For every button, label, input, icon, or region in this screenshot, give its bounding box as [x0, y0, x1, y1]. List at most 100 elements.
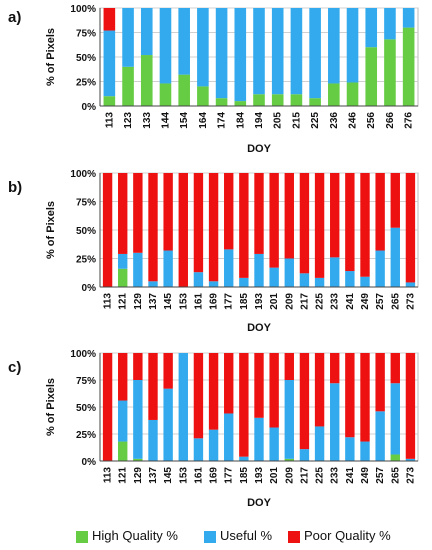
bar-segment-poor [269, 173, 279, 268]
bar-segment-useful [345, 271, 355, 287]
x-axis-label: DOY [247, 497, 272, 509]
bar-segment-useful [269, 267, 279, 287]
x-tick-label: 177 [224, 467, 235, 484]
bar-segment-high [365, 47, 378, 106]
bar-segment-useful [402, 8, 415, 28]
x-tick-label: 241 [345, 467, 356, 484]
x-tick-label: 184 [235, 112, 246, 129]
y-tick-label: 75% [76, 198, 96, 209]
bar-segment-useful [330, 383, 340, 461]
bar-segment-useful [405, 458, 416, 461]
bar-segment-poor [193, 173, 204, 273]
bar-segment-useful [163, 250, 173, 287]
y-tick-label: 25% [76, 255, 96, 266]
x-axis-label: DOY [247, 143, 272, 155]
legend-swatch-poor [288, 531, 300, 543]
x-tick-label: 137 [148, 467, 159, 484]
bar-segment-useful [178, 8, 190, 75]
legend: High Quality % Useful % Poor Quality % [76, 527, 416, 547]
x-tick-label: 161 [193, 467, 204, 484]
bar-segment-poor [102, 173, 113, 287]
bar-segment-useful [299, 449, 310, 461]
x-tick-label: 133 [142, 112, 153, 129]
y-tick-label: 75% [76, 376, 96, 387]
bar-segment-high [234, 101, 247, 106]
legend-label-high: High Quality % [92, 528, 178, 543]
y-tick-label: 0% [82, 457, 97, 468]
bar-segment-poor [360, 173, 370, 277]
bar-segment-useful [390, 383, 400, 455]
bar-segment-poor [375, 173, 385, 251]
bar-segment-poor [375, 353, 385, 412]
bar-segment-useful [140, 8, 153, 56]
bar-segment-useful [224, 413, 234, 461]
bar-segment-useful [390, 227, 400, 287]
bar-segment-poor [224, 173, 234, 250]
y-tick-label: 75% [76, 29, 96, 40]
bar-segment-useful [122, 8, 134, 67]
x-tick-label: 257 [375, 467, 386, 484]
x-tick-label: 154 [179, 112, 190, 129]
bar-segment-high [122, 66, 134, 106]
panel-2: 0% 25% 50% 75% 100% 113 121 129 137 145 153 161 169 1… [8, 169, 419, 334]
y-tick-label: 50% [76, 53, 96, 64]
bar-segment-useful [375, 250, 385, 287]
bar-segment-useful [360, 441, 370, 461]
x-tick-label: 217 [299, 467, 310, 484]
legend-swatch-useful [204, 531, 216, 543]
bar-segment-poor [330, 353, 340, 384]
bar-segment-high [140, 55, 153, 106]
bar-segment-useful [284, 258, 294, 287]
y-tick-label: 100% [70, 169, 96, 180]
x-tick-label: 194 [254, 112, 265, 129]
bar-segment-poor [314, 353, 325, 427]
x-tick-label: 144 [160, 112, 171, 129]
panel-label: c) [8, 359, 21, 376]
bar-segment-poor [345, 353, 355, 438]
x-tick-label: 276 [404, 112, 415, 129]
x-tick-label: 215 [291, 112, 302, 129]
x-tick-label: 201 [269, 293, 280, 310]
y-tick-label: 50% [76, 226, 96, 237]
bar-segment-poor [133, 173, 143, 253]
legend-label-useful: Useful % [220, 528, 273, 543]
bar-segment-useful [405, 282, 416, 287]
x-tick-label: 193 [254, 293, 265, 310]
x-axis-label: DOY [247, 322, 272, 334]
bar-segment-high [178, 74, 190, 106]
bar-segment-poor [330, 173, 340, 258]
x-tick-label: 233 [330, 467, 341, 484]
bar-segment-high [118, 268, 128, 287]
bar-segment-useful [365, 8, 378, 48]
bar-segment-poor [299, 353, 310, 450]
x-tick-label: 153 [178, 293, 189, 310]
bar-segment-poor [163, 353, 173, 389]
bar-segment-poor [193, 353, 204, 439]
bar-segment-high [118, 441, 128, 461]
bar-segment-high [402, 27, 415, 107]
y-axis-label: % of Pixels [45, 378, 57, 436]
bar-segment-poor [405, 353, 416, 459]
x-tick-label: 201 [269, 467, 280, 484]
bar-segment-poor [103, 8, 116, 31]
bar-segment-useful [309, 8, 321, 99]
y-tick-label: 25% [76, 430, 96, 441]
bar-segment-useful [360, 276, 370, 287]
bar-segment-useful [193, 438, 204, 461]
bar-segment-high [390, 454, 400, 461]
bar-segment-useful [330, 257, 340, 287]
bar-segment-high [271, 94, 284, 106]
x-tick-label: 137 [148, 293, 159, 310]
bar-segment-poor [239, 173, 249, 278]
bar-segment-useful [208, 281, 219, 287]
bar-segment-useful [314, 426, 325, 461]
bar-segment-useful [345, 437, 355, 461]
x-tick-label: 205 [273, 112, 284, 129]
bar-segment-high [290, 94, 303, 106]
x-tick-label: 169 [209, 467, 220, 484]
panel-label: a) [8, 9, 21, 26]
bar-segment-poor [102, 353, 113, 461]
legend-label-poor: Poor Quality % [304, 528, 391, 543]
bar-segment-poor [390, 353, 400, 384]
